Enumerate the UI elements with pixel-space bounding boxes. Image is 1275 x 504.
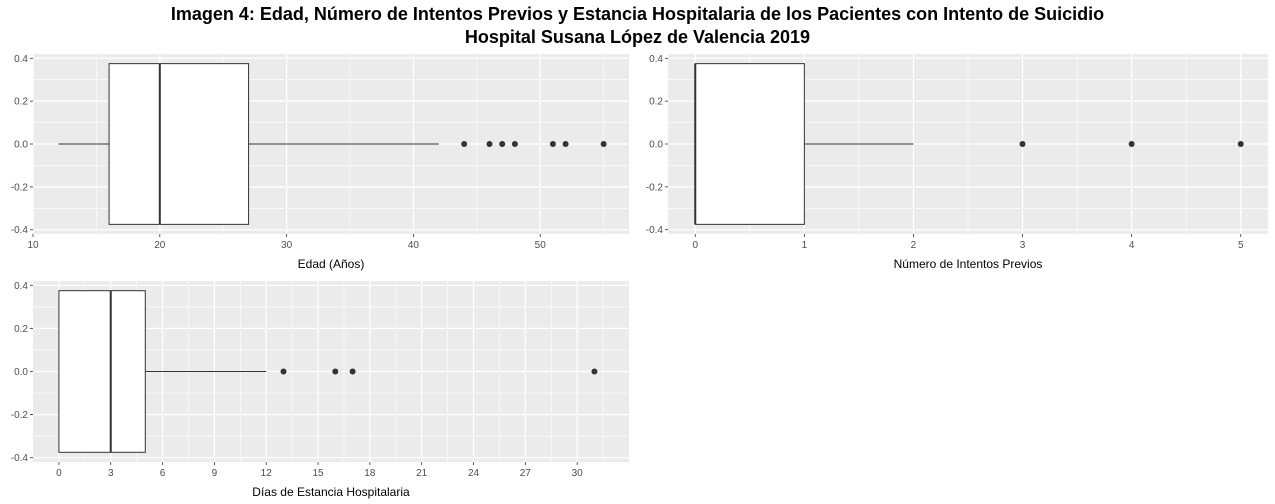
- x-tick-label: 20: [154, 240, 166, 251]
- x-tick-label: 12: [261, 468, 273, 479]
- x-axis-label: Número de Intentos Previos: [894, 257, 1043, 271]
- y-tick-label: 0.4: [14, 54, 28, 65]
- x-tick-label: 10: [27, 240, 39, 251]
- boxplot-panel-1: 10 20 30 40 50 -0.4 -0.2 0.0 0.2 0.4 Edad (Años): [11, 54, 629, 271]
- y-tick-label: 0.2: [14, 97, 28, 108]
- x-tick-label: 50: [535, 240, 547, 251]
- chart-title-line-2: Hospital Susana López de Valencia 2019: [464, 27, 811, 47]
- outlier-point: [600, 141, 607, 147]
- y-tick-label: -0.4: [11, 453, 29, 464]
- y-tick-label: 0.0: [14, 140, 28, 151]
- x-tick-label: 3: [108, 468, 114, 479]
- outlier-point: [1128, 141, 1135, 147]
- y-tick-label: -0.4: [646, 225, 664, 236]
- x-tick-label: 24: [468, 468, 480, 479]
- x-tick-label: 21: [416, 468, 428, 479]
- x-tick-label: 1: [802, 240, 808, 251]
- outlier-point: [280, 368, 287, 375]
- outlier-point: [486, 141, 493, 147]
- y-tick-label: -0.2: [646, 182, 664, 193]
- x-tick-label: 0: [692, 240, 698, 251]
- y-tick-label: 0.2: [14, 324, 28, 335]
- y-tick-label: 0.4: [14, 281, 28, 292]
- x-tick-label: 40: [408, 240, 420, 251]
- x-tick-label: 30: [281, 240, 293, 251]
- box-iqr: [694, 63, 805, 225]
- y-tick-label: 0.4: [649, 54, 663, 65]
- x-tick-label: 27: [520, 468, 532, 479]
- x-tick-label: 18: [364, 468, 376, 479]
- outlier-point: [562, 141, 569, 147]
- outlier-point: [511, 141, 518, 147]
- x-tick-label: 6: [160, 468, 166, 479]
- x-tick-label: 30: [572, 468, 584, 479]
- outlier-point: [591, 368, 598, 375]
- outlier-point: [1019, 141, 1026, 147]
- outlier-point: [332, 368, 339, 375]
- x-tick-label: 3: [1020, 240, 1026, 251]
- y-tick-label: -0.4: [11, 225, 29, 236]
- outlier-point: [1237, 141, 1244, 147]
- x-axis-label: Días de Estancia Hospitalaria: [252, 485, 410, 499]
- box-iqr: [58, 290, 146, 453]
- box-iqr: [108, 63, 250, 225]
- y-tick-label: -0.2: [11, 182, 29, 193]
- y-tick-label: 0.2: [649, 97, 663, 108]
- y-tick-label: 0.0: [14, 367, 28, 378]
- boxplot-panel-2: 0 1 2 3 4 5 -0.4 -0.2 0.0 0.2 0.4 Número de Intento…: [646, 54, 1268, 271]
- outlier-point: [499, 141, 506, 147]
- x-axis-label: Edad (Años): [298, 257, 365, 271]
- x-tick-label: 15: [312, 468, 324, 479]
- x-tick-label: 0: [56, 468, 62, 479]
- outlier-point: [549, 141, 556, 147]
- x-tick-label: 4: [1129, 240, 1135, 251]
- x-tick-label: 9: [212, 468, 218, 479]
- x-tick-label: 5: [1238, 240, 1244, 251]
- boxplot-panel-3: 0 3 6 9 12 15 18 21 24 27 30 -0.4 -0.2 0.0 0.2 0.4 Días …: [11, 281, 629, 499]
- outlier-point: [461, 141, 468, 147]
- y-tick-label: -0.2: [11, 410, 29, 421]
- outlier-point: [349, 368, 356, 375]
- y-tick-label: 0.0: [649, 140, 663, 151]
- x-tick-label: 2: [911, 240, 917, 251]
- chart-title-line-1: Imagen 4: Edad, Número de Intentos Previ…: [170, 4, 1105, 24]
